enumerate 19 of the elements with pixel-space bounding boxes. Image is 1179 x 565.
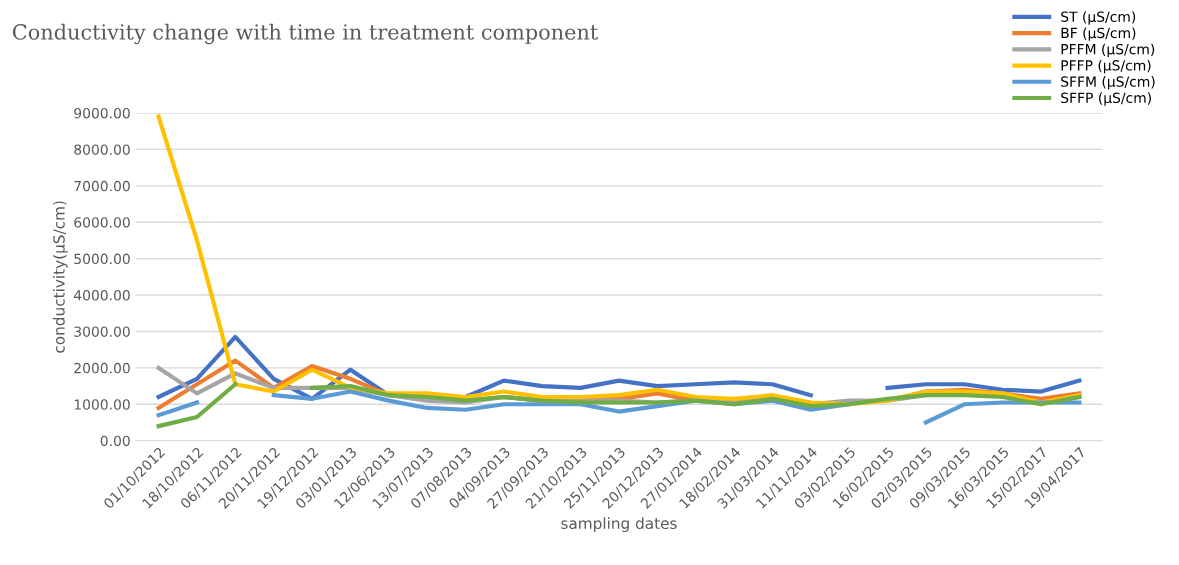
y-tick-label: 8000.00 bbox=[74, 144, 130, 155]
legend-label: BF (µS/cm) bbox=[1061, 27, 1136, 41]
legend-label: PFFM (µS/cm) bbox=[1061, 43, 1155, 58]
legend-label: SFFP (µS/cm) bbox=[1061, 92, 1151, 106]
y-tick-label: 2000.00 bbox=[74, 362, 130, 374]
x-axis-title: sampling dates bbox=[561, 517, 677, 533]
y-tick-label: 7000.00 bbox=[74, 180, 130, 192]
chart-title: Conductivity change with time in treatment component bbox=[12, 23, 599, 45]
y-tick-label: 4000.00 bbox=[73, 290, 130, 301]
legend-label: ST (µS/cm) bbox=[1061, 11, 1136, 25]
y-tick-label: 1000.00 bbox=[74, 399, 130, 410]
legend-label: PFFP (µS/cm) bbox=[1061, 59, 1151, 74]
y-tick-label: 9000.00 bbox=[74, 107, 130, 119]
y-tick-label: 0.00 bbox=[100, 435, 130, 447]
y-tick-label: 3000.00 bbox=[74, 326, 130, 337]
y-axis-title: conductivity(µS/cm) bbox=[52, 201, 68, 353]
legend-label: SFFM (µS/cm) bbox=[1061, 76, 1155, 90]
y-tick-label: 5000.00 bbox=[74, 253, 130, 265]
y-tick-label: 6000.00 bbox=[74, 217, 130, 228]
